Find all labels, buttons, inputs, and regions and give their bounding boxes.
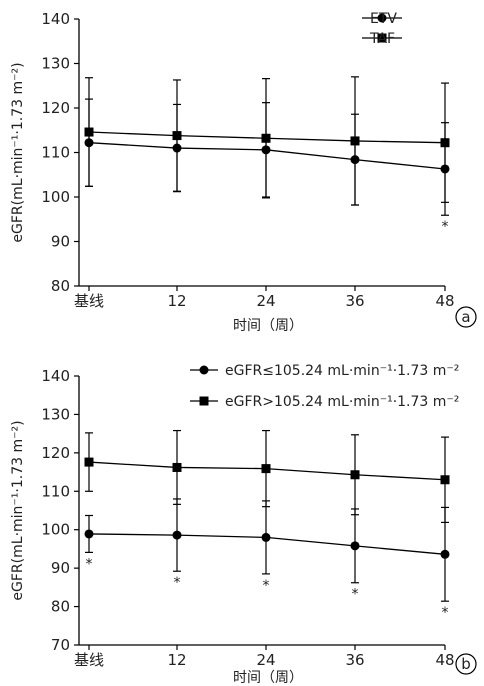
y-axis-title: eGFR(mL·min⁻¹·1.73 m⁻²)	[10, 420, 26, 600]
chart-panel-b: 70 80 90 100 110 120 130 140 基线 12 24 36 48 时间（周） eGFR…	[10, 363, 477, 686]
x-tick-label: 12	[167, 292, 186, 310]
data-point-square	[172, 131, 182, 141]
legend-label: eGFR>105.24 mL·min⁻¹·1.73 m⁻²	[225, 394, 459, 410]
legend-marker-circle	[377, 13, 387, 23]
y-tick-label: 120	[41, 99, 70, 117]
x-tick-label: 基线	[74, 292, 104, 310]
legend-marker-square	[199, 396, 209, 406]
y-tick-label: 140	[41, 367, 70, 385]
y-tick-label: 80	[51, 277, 70, 295]
x-tick-label: 12	[167, 651, 186, 669]
x-axis-title: 时间（周）	[233, 670, 303, 686]
y-tick-label: 110	[41, 482, 70, 500]
y-tick-label: 90	[51, 559, 70, 577]
data-point-circle	[84, 529, 94, 539]
data-point-circle	[350, 541, 360, 551]
significance-marker: *	[86, 556, 93, 572]
x-tick-label: 24	[256, 651, 275, 669]
y-tick-label: 130	[41, 55, 70, 73]
panel-letter-circle	[455, 306, 477, 328]
legend-label: TAF	[369, 31, 395, 47]
legend-marker-square	[377, 33, 387, 43]
x-tick-label: 48	[435, 651, 454, 669]
data-point-circle	[172, 530, 182, 540]
data-point-circle	[261, 532, 271, 542]
data-point-square	[350, 136, 360, 146]
significance-marker: *	[442, 605, 449, 621]
data-point-square	[261, 464, 271, 474]
panel-letter: b	[461, 655, 471, 673]
data-point-square	[261, 133, 271, 143]
y-tick-label: 100	[41, 521, 70, 539]
data-point-square	[84, 457, 94, 467]
x-tick-label: 基线	[74, 651, 104, 669]
significance-marker: *	[174, 575, 181, 591]
y-tick-label: 140	[41, 10, 70, 28]
legend-marker-circle	[199, 365, 209, 375]
y-tick-label: 100	[41, 188, 70, 206]
x-tick-label: 36	[345, 651, 364, 669]
data-point-square	[172, 462, 182, 472]
data-point-circle	[440, 549, 450, 559]
y-tick-label: 110	[41, 144, 70, 162]
significance-marker: *	[263, 578, 270, 594]
data-point-square	[350, 470, 360, 480]
panel-letter-circle	[455, 653, 477, 675]
x-tick-label: 36	[345, 292, 364, 310]
significance-marker: *	[352, 587, 359, 603]
y-tick-label: 130	[41, 405, 70, 423]
y-tick-label: 70	[51, 636, 70, 654]
data-point-square	[440, 138, 450, 148]
panel-letter: a	[461, 308, 470, 326]
x-tick-label: 24	[256, 292, 275, 310]
x-tick-label: 48	[435, 292, 454, 310]
data-point-square	[84, 127, 94, 137]
legend-label: ETV	[370, 11, 397, 27]
data-point-square	[440, 475, 450, 485]
legend-label: eGFR≤105.24 mL·min⁻¹·1.73 m⁻²	[225, 363, 459, 379]
y-axis-title: eGFR(mL·min⁻¹·1.73 m⁻²)	[10, 62, 26, 242]
chart-panel-a: 80 90 100 110 120 130 140 基线 12 24 36 48 时间（周） eGFR(m…	[10, 10, 477, 334]
x-axis-title: 时间（周）	[233, 318, 303, 334]
y-tick-label: 80	[51, 598, 70, 616]
y-tick-label: 120	[41, 444, 70, 462]
y-tick-label: 90	[51, 233, 70, 251]
significance-marker: *	[442, 219, 449, 235]
